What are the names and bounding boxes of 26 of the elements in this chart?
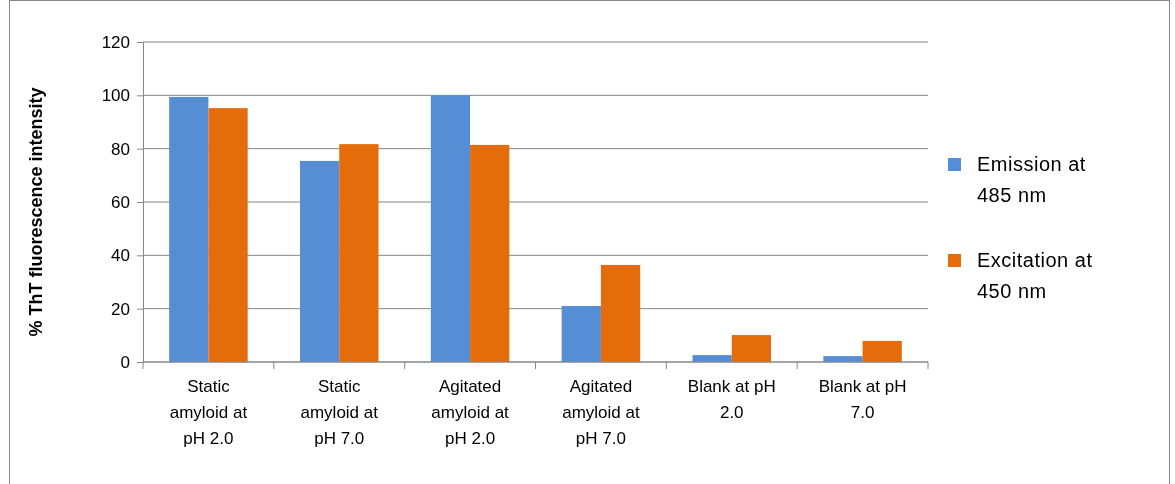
legend-label: Excitation at 450 nm <box>977 249 1093 302</box>
legend-label: Emission at 485 nm <box>977 153 1086 206</box>
bar <box>731 335 771 362</box>
bar <box>339 144 379 362</box>
x-tick-label: Static amyloid at pH 2.0 <box>169 377 248 448</box>
y-tick-label: 20 <box>111 299 130 319</box>
x-tick-label: Agitated amyloid at pH 7.0 <box>562 377 640 448</box>
x-tick-label: Agitated amyloid at pH 2.0 <box>431 377 510 448</box>
bar <box>300 160 340 362</box>
x-tick-label: Blank at pH 2.0 <box>687 377 776 422</box>
y-tick-label: 40 <box>111 246 130 266</box>
bar <box>600 264 641 362</box>
y-axis-title: % ThT fluorescence intensity <box>26 87 46 337</box>
y-tick-label: 80 <box>111 139 130 159</box>
bar <box>208 108 248 362</box>
bar <box>862 340 902 362</box>
bar <box>169 96 209 362</box>
y-tick-label: 0 <box>120 352 130 372</box>
bar <box>561 306 601 362</box>
x-tick-label: Static amyloid at pH 7.0 <box>300 377 379 448</box>
y-tick-label: 100 <box>101 86 130 106</box>
x-tick-label: Blank at pH 7.0 <box>818 377 907 422</box>
bar <box>470 144 510 362</box>
y-tick-label: 60 <box>111 192 130 212</box>
y-tick-label: 120 <box>101 32 130 52</box>
bar <box>430 95 471 362</box>
